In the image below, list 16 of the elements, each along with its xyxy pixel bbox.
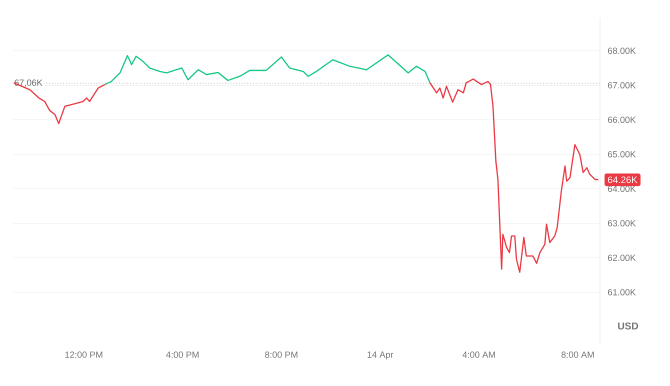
y-tick-label: 67.00K bbox=[608, 82, 636, 88]
x-tick-label: 14 Apr bbox=[368, 352, 394, 360]
y-tick-label: 62.00K bbox=[608, 254, 636, 261]
x-tick-label: 8:00 PM bbox=[265, 352, 298, 358]
annotation: 64.26K bbox=[608, 176, 638, 184]
ref-line-label: 67,06K bbox=[14, 79, 43, 87]
y-axis-title: USD bbox=[618, 322, 638, 330]
y-tick-label: 65.00K bbox=[608, 151, 636, 158]
x-tick-label: 8:00 AM bbox=[561, 352, 594, 358]
y-tick-label: 63.00K bbox=[608, 220, 636, 226]
x-tick-label: 4:00 PM bbox=[166, 352, 199, 358]
y-tick-label: 61.00K bbox=[608, 289, 636, 296]
y-tick-label: 66.00K bbox=[608, 116, 636, 123]
y-tick-label: 68.00K bbox=[608, 48, 636, 54]
x-tick-label: 4:00 AM bbox=[462, 352, 495, 358]
x-tick-label: 12:00 PM bbox=[65, 352, 102, 358]
